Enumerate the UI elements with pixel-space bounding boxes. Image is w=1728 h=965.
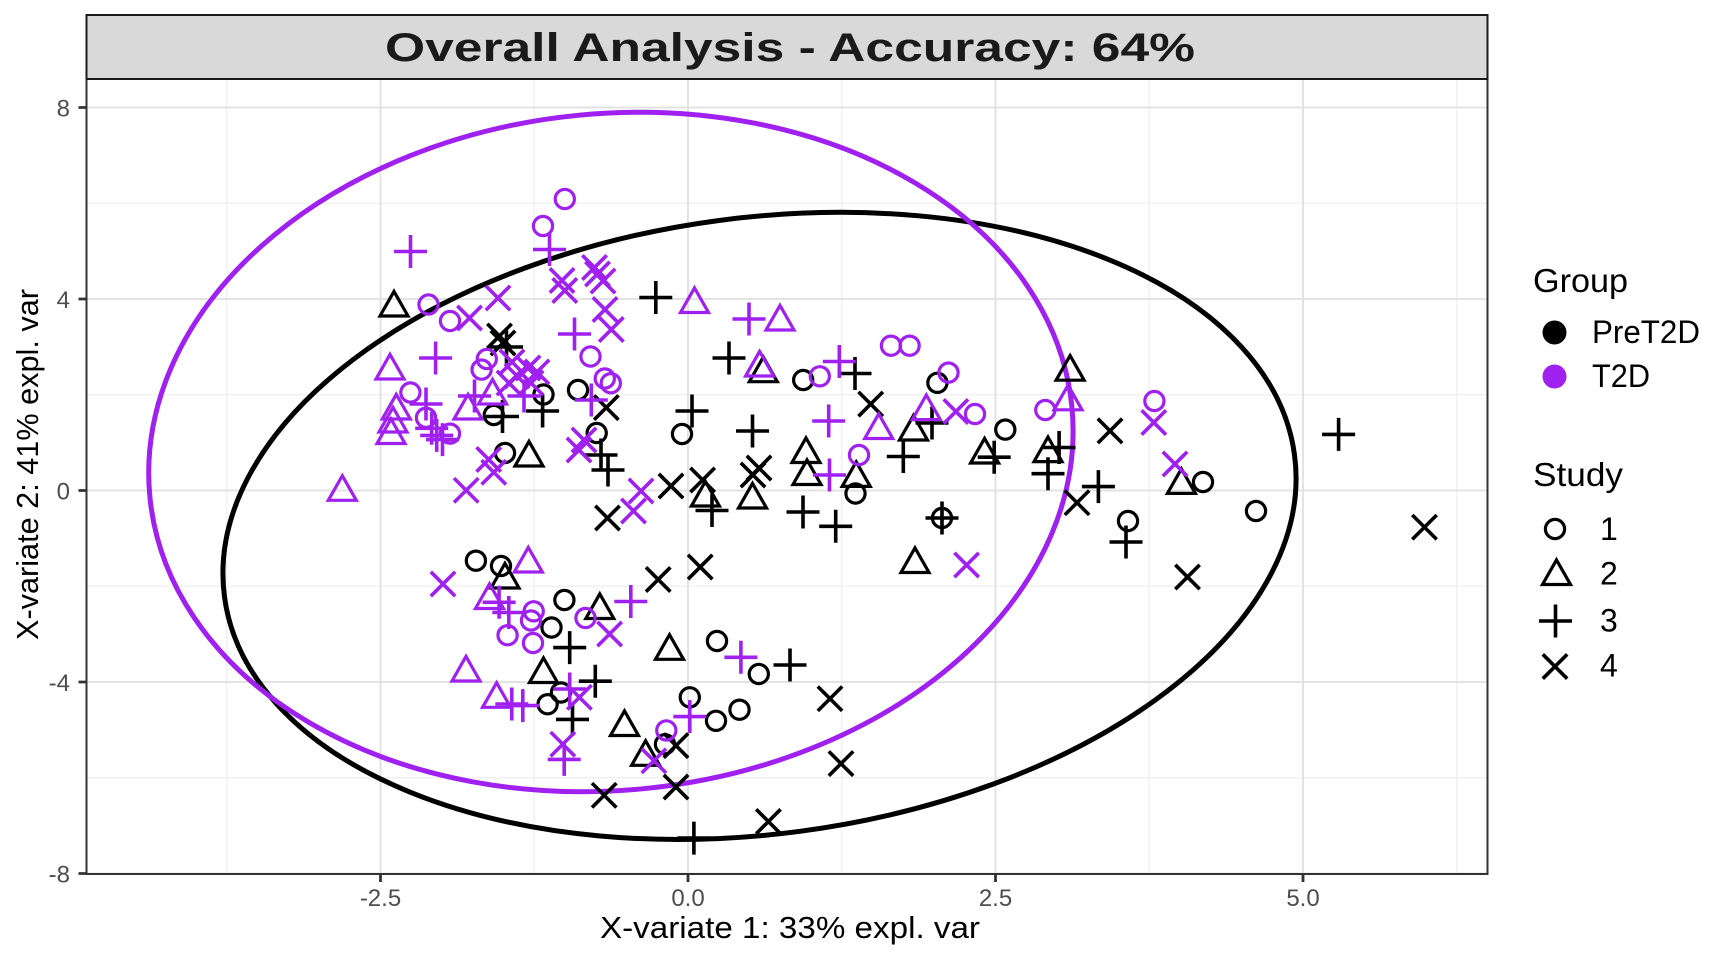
- svg-text:3: 3: [1600, 603, 1618, 639]
- svg-text:Group: Group: [1533, 262, 1628, 299]
- svg-text:Overall Analysis - Accuracy: 6: Overall Analysis - Accuracy: 64%: [385, 26, 1195, 70]
- svg-text:2.5: 2.5: [979, 885, 1012, 912]
- svg-text:X-variate 1: 33% expl. var: X-variate 1: 33% expl. var: [600, 910, 980, 945]
- svg-text:4: 4: [1600, 648, 1618, 684]
- svg-text:-2.5: -2.5: [360, 885, 401, 912]
- svg-text:5.0: 5.0: [1286, 885, 1319, 912]
- svg-text:0.0: 0.0: [671, 885, 704, 912]
- svg-text:-8: -8: [49, 861, 70, 888]
- svg-text:PreT2D: PreT2D: [1592, 314, 1700, 350]
- svg-text:X-variate 2: 41% expl. var: X-variate 2: 41% expl. var: [10, 289, 45, 640]
- svg-text:2: 2: [1600, 556, 1618, 592]
- svg-text:0: 0: [57, 478, 70, 505]
- svg-text:Study: Study: [1533, 456, 1624, 493]
- svg-text:1: 1: [1600, 511, 1618, 547]
- svg-text:T2D: T2D: [1592, 358, 1650, 394]
- svg-text:8: 8: [57, 95, 70, 122]
- svg-text:4: 4: [57, 287, 70, 314]
- svg-text:-4: -4: [49, 670, 70, 697]
